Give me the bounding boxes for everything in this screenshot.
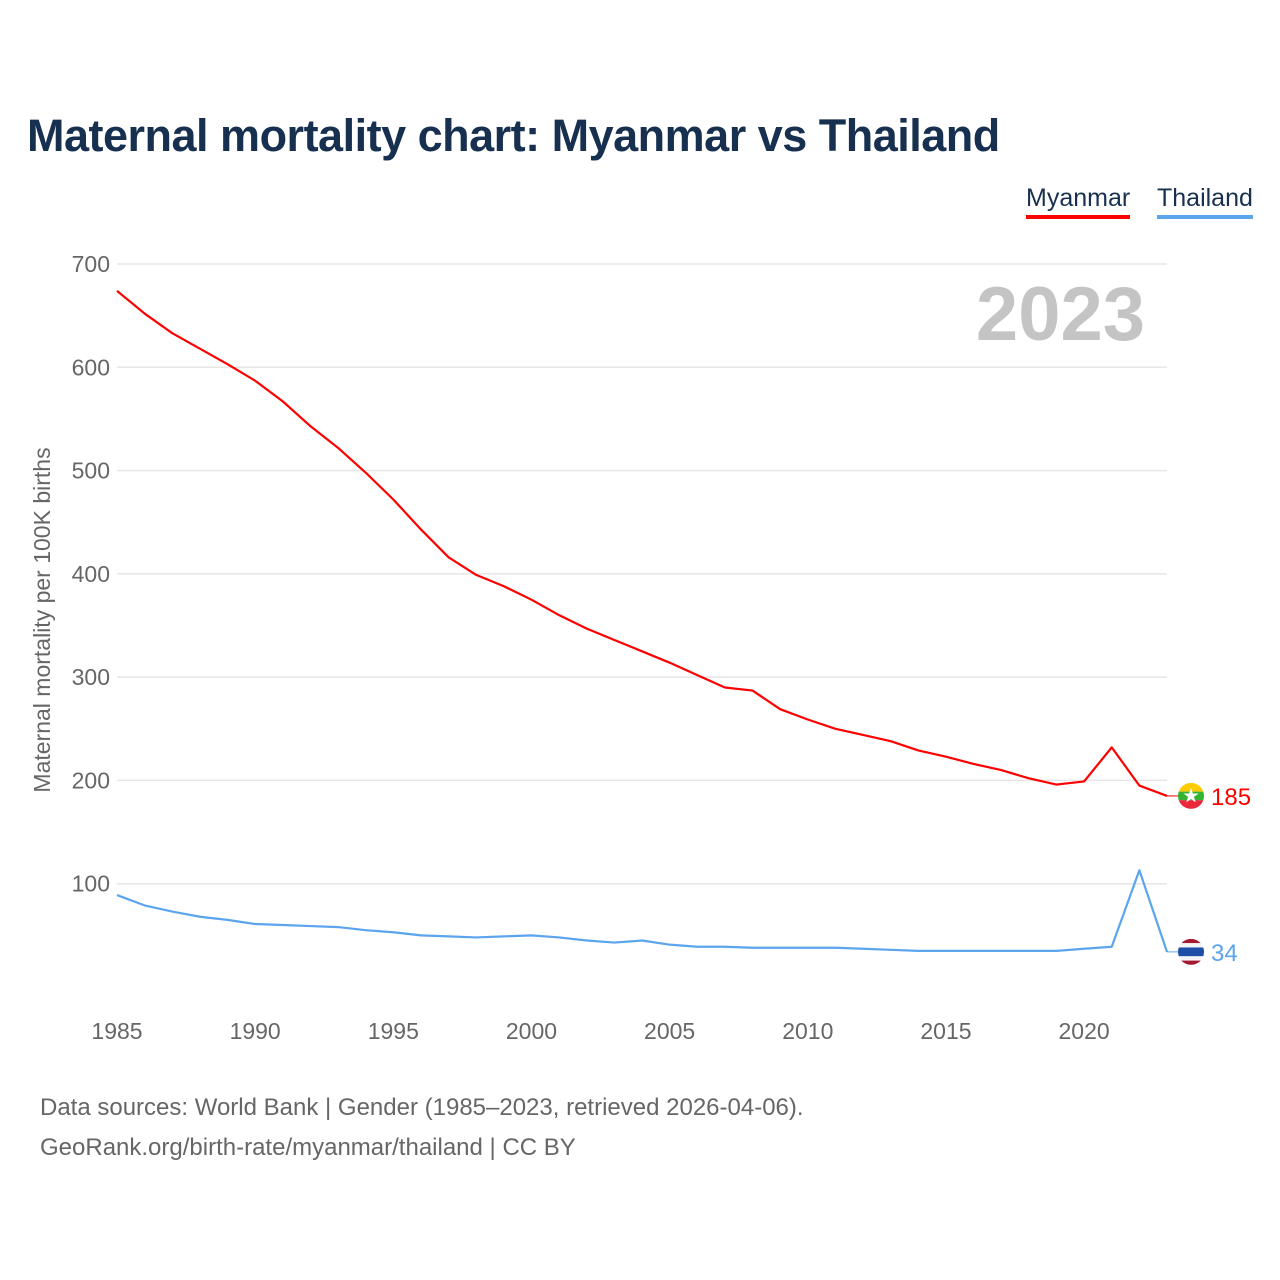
legend-thailand[interactable]: Thailand <box>1157 184 1253 219</box>
data-source: Data sources: World Bank | Gender (1985–… <box>40 1094 804 1121</box>
x-tick-label: 1995 <box>368 1018 419 1044</box>
x-tick-label: 1990 <box>230 1018 281 1044</box>
flag-star-icon <box>1183 787 1199 803</box>
x-tick-label: 2020 <box>1059 1018 1110 1044</box>
x-tick-label: 1985 <box>91 1018 142 1044</box>
source-link[interactable]: GeoRank.org/birth-rate/myanmar/thailand … <box>40 1134 576 1161</box>
page-title: Maternal mortality chart: Myanmar vs Tha… <box>27 110 1000 161</box>
y-tick-label: 200 <box>72 767 110 793</box>
series-line-myanmar <box>116 290 1168 797</box>
y-axis-label: Maternal mortality per 100K births <box>29 447 55 792</box>
flag-stripe <box>1178 943 1204 948</box>
y-tick-label: 500 <box>72 458 110 484</box>
x-tick-label: 2000 <box>506 1018 557 1044</box>
legend-myanmar[interactable]: Myanmar <box>1026 184 1131 219</box>
x-tick-label: 2015 <box>920 1018 971 1044</box>
y-tick-label: 100 <box>72 871 110 897</box>
flag-stripe <box>1178 800 1204 809</box>
end-value-label: 185 <box>1211 784 1251 811</box>
y-tick-label: 400 <box>72 561 110 587</box>
flag-stripe <box>1178 938 1204 944</box>
y-tick-label: 700 <box>72 251 110 277</box>
series-line-thailand <box>116 869 1169 953</box>
flag-stripe <box>1178 956 1204 961</box>
flag-stripe <box>1178 947 1204 957</box>
x-tick-label: 2010 <box>782 1018 833 1044</box>
x-tick-label: 2005 <box>644 1018 695 1044</box>
year-watermark: 2023 <box>976 272 1145 357</box>
end-value-label: 34 <box>1211 940 1238 967</box>
flag-stripe <box>1178 782 1204 792</box>
footer: Data sources: World Bank | Gender (1985–… <box>40 1088 804 1168</box>
flag-stripe <box>1178 960 1204 965</box>
y-tick-label: 300 <box>72 664 110 690</box>
y-tick-label: 600 <box>72 354 110 380</box>
